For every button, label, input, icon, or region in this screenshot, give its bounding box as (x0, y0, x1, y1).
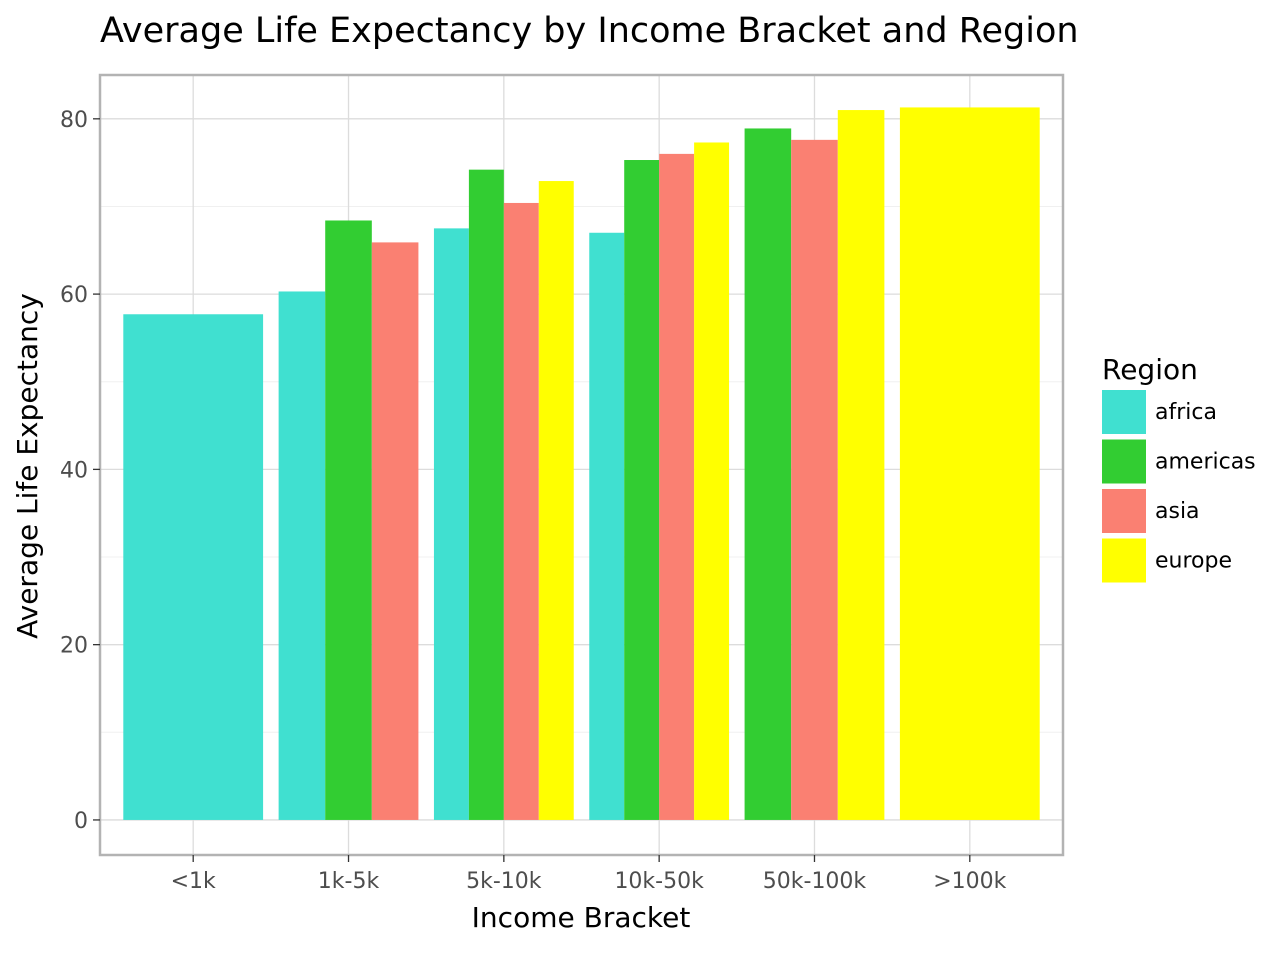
bar-europe (899, 107, 1040, 820)
legend: Region africa americas asia europe (1102, 353, 1256, 583)
bar-europe (694, 142, 730, 820)
legend-label-asia: asia (1155, 499, 1200, 524)
x-tick-label: 5k-10k (466, 869, 542, 894)
x-tick-label: 10k-50k (614, 869, 704, 894)
bar-africa (433, 228, 469, 820)
bar-europe (538, 181, 574, 820)
legend-title: Region (1102, 353, 1198, 386)
bar-africa (278, 291, 326, 820)
bar-europe (837, 110, 885, 820)
bar-americas (325, 220, 372, 820)
bar-asia (659, 153, 695, 820)
y-tick-label: 20 (60, 634, 88, 659)
legend-label-americas: americas (1155, 450, 1256, 475)
bar-asia (503, 202, 539, 820)
x-tick-label: >100k (933, 869, 1006, 894)
plot-panel-border (98, 73, 1065, 857)
axes: 0 20 40 60 80 <1k 1k-5k 5k-10k 10k-50k 50k-100k >1… (60, 108, 1007, 894)
bar-americas (744, 128, 792, 820)
bars (123, 107, 1040, 820)
y-tick-label: 80 (60, 108, 88, 133)
bar-africa (123, 314, 264, 820)
y-axis-title: Average Life Expectancy (11, 293, 44, 639)
legend-label-africa: africa (1155, 400, 1217, 425)
bar-asia (791, 139, 838, 820)
legend-label-europe: europe (1155, 549, 1232, 574)
x-tick-label: <1k (171, 869, 216, 894)
legend-swatch-europe (1102, 538, 1146, 583)
bar-africa (589, 232, 625, 820)
y-tick-label: 60 (60, 283, 88, 308)
y-tick-label: 40 (60, 458, 88, 483)
legend-swatch-americas (1102, 439, 1146, 484)
bar-americas (624, 160, 660, 820)
x-tick-label: 50k-100k (763, 869, 867, 894)
y-tick-label: 0 (74, 809, 88, 834)
bar-asia (371, 242, 419, 820)
bar-americas (468, 169, 504, 820)
x-axis-title: Income Bracket (472, 901, 691, 934)
legend-swatch-africa (1102, 390, 1146, 434)
x-tick-label: 1k-5k (318, 869, 380, 894)
legend-swatch-asia (1102, 489, 1146, 533)
chart-title: Average Life Expectancy by Income Bracke… (100, 11, 1079, 51)
